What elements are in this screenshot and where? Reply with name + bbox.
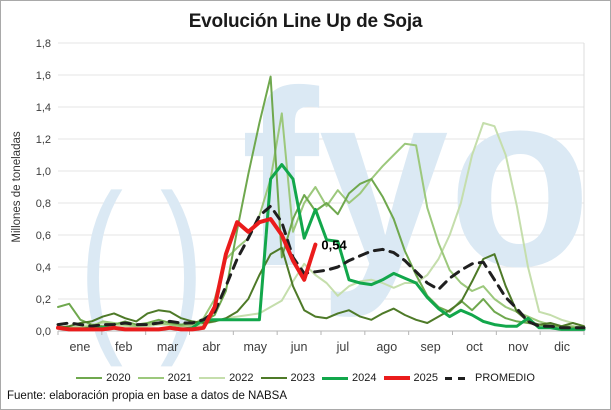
legend-label-2022: 2022	[229, 372, 254, 384]
y-tick-labels: 0,0 0,2 0,4 0,6 0,8 1,0 1,2 1,4 1,6 1,8	[36, 38, 51, 338]
y-tick-label: 0,6	[36, 230, 51, 242]
legend-label-2025: 2025	[413, 372, 438, 384]
legend-swatch-2022	[199, 377, 226, 379]
x-month-labels: ene feb mar abr may jun jul ago sep oct nov dic	[69, 340, 570, 354]
y-tick-label: 1,4	[36, 102, 51, 114]
legend-swatch-2024	[322, 376, 349, 380]
legend-item-2020: 2020	[76, 372, 131, 384]
x-month-label: mar	[157, 340, 179, 354]
y-axis-title: Millones de toneladas	[11, 131, 23, 243]
legend-item-promedio: PROMEDIO	[445, 372, 535, 384]
y-tick-label: 1,2	[36, 134, 51, 146]
x-month-label: dic	[554, 340, 570, 354]
legend-label-2023: 2023	[290, 372, 316, 384]
legend-swatch-2025	[383, 376, 410, 380]
x-month-label: abr	[202, 340, 220, 354]
y-tick-label: 1,8	[36, 38, 51, 50]
legend-label-2021: 2021	[167, 372, 193, 384]
x-month-label: ago	[376, 340, 397, 354]
x-axis-ticks	[57, 331, 585, 335]
data-label-2025-last: 0,54	[321, 238, 347, 253]
x-month-label: feb	[115, 340, 132, 354]
watermark-parens: ( )	[79, 156, 204, 368]
x-month-label: jun	[290, 340, 308, 354]
chart-legend: 2020 2021 2022 2023 2024 2025 PROMEDIO	[1, 372, 610, 384]
series-line-PROMEDIO	[56, 204, 586, 330]
x-month-label: nov	[508, 340, 529, 354]
x-month-label: may	[243, 340, 267, 354]
legend-item-2025: 2025	[383, 372, 438, 384]
legend-swatch-2021	[137, 377, 164, 379]
y-tick-label: 0,4	[36, 262, 51, 274]
x-month-label: jul	[336, 340, 350, 354]
y-tick-label: 0,0	[36, 326, 51, 338]
source-note: Fuente: elaboración propia en base a dat…	[7, 390, 288, 402]
series-line-2023	[57, 246, 585, 329]
legend-item-2021: 2021	[137, 372, 193, 384]
y-tick-label: 0,8	[36, 198, 51, 210]
gridlines	[58, 42, 585, 332]
series-line-2022	[57, 122, 585, 329]
x-month-label: oct	[466, 340, 483, 354]
legend-swatch-2023	[260, 377, 287, 379]
legend-swatch-promedio	[445, 376, 471, 380]
legend-swatch-2020	[76, 377, 103, 379]
legend-item-2022: 2022	[199, 372, 254, 384]
y-tick-label: 0,2	[36, 294, 51, 306]
y-tick-label: 1,0	[36, 166, 51, 178]
legend-label-2020: 2020	[106, 372, 131, 384]
chart-title: Evolución Line Up de Soja	[188, 11, 423, 32]
legend-item-2023: 2023	[260, 372, 316, 384]
legend-item-2024: 2024	[322, 372, 377, 384]
series-lines	[56, 75, 586, 332]
x-month-label: ene	[69, 340, 90, 354]
fyo-watermark: ( ) fyo	[79, 39, 591, 368]
legend-label-2024: 2024	[352, 372, 377, 384]
x-month-label: sep	[421, 340, 441, 354]
y-tick-label: 1,6	[36, 70, 51, 82]
series-line-2025	[56, 217, 318, 332]
legend-label-promedio: PROMEDIO	[475, 372, 535, 384]
